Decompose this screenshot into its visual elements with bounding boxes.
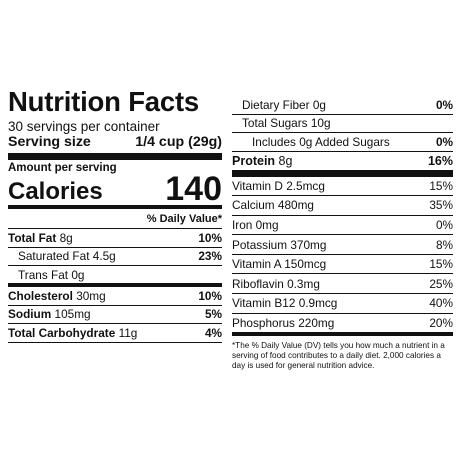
nutrition-right-panel: Dietary Fiber 0g 0% Total Sugars 10g Inc… — [232, 96, 453, 371]
thick-divider — [8, 153, 222, 160]
medium-divider — [8, 205, 222, 209]
vitamin-row-phosphorus: Phosphorus 220mg 20% — [232, 314, 453, 337]
nutrient-amount: 11g — [118, 325, 138, 340]
vitamin-dv: 20% — [429, 315, 453, 330]
nutrient-dv: 0% — [435, 134, 453, 149]
vitamin-row-vitamin-a: Vitamin A 150mcg 15% — [232, 255, 453, 275]
vitamin-dv: 0% — [435, 217, 453, 232]
vitamin-amount: 2.5mcg — [286, 178, 325, 193]
nutrient-amount: 8g — [278, 153, 293, 168]
vitamin-name: Vitamin A — [232, 257, 281, 272]
serving-size-value: 1/4 cup (29g) — [135, 134, 222, 150]
nutrient-row-saturated-fat: Saturated Fat 4.5g 23% — [8, 248, 222, 266]
nutrient-row-cholesterol: Cholesterol 30mg 10% — [8, 287, 222, 306]
serving-size-row: Serving size 1/4 cup (29g) — [8, 134, 222, 151]
vitamin-row-calcium: Calcium 480mg 35% — [232, 196, 453, 216]
vitamin-amount: 220mg — [298, 315, 335, 330]
vitamin-name: Phosphorus — [232, 315, 295, 330]
nutrient-name: Protein — [232, 153, 276, 168]
serving-size-label: Serving size — [8, 134, 91, 150]
nutrient-row-dietary-fiber: Dietary Fiber 0g 0% — [232, 96, 453, 115]
vitamin-name: Vitamin D — [232, 178, 283, 193]
calories-label: Calories — [8, 178, 103, 205]
nutrient-amount: 8g — [59, 230, 73, 245]
nutrient-amount: 0g — [312, 97, 326, 112]
nutrient-dv: 0% — [435, 97, 453, 112]
nutrient-amount: 10g — [310, 116, 331, 131]
nutrient-dv: 10% — [198, 288, 222, 303]
vitamin-dv: 15% — [429, 257, 453, 272]
nutrient-row-total-sugars: Total Sugars 10g — [232, 115, 453, 133]
nutrient-name: Total Fat — [8, 230, 57, 245]
nutrient-row-trans-fat: Trans Fat 0g — [8, 266, 222, 287]
nutrient-dv: 23% — [198, 249, 222, 264]
vitamin-name: Iron — [232, 217, 253, 232]
vitamin-amount: 0mg — [255, 217, 279, 232]
vitamin-row-potassium: Potassium 370mg 8% — [232, 235, 453, 255]
nutrient-row-sodium: Sodium 105mg 5% — [8, 306, 222, 324]
vitamin-amount: 0.9mcg — [298, 296, 338, 311]
vitamin-row-riboflavin: Riboflavin 0.3mg 25% — [232, 274, 453, 295]
daily-value-footnote: *The % Daily Value (DV) tells you how mu… — [232, 341, 445, 371]
vitamin-dv: 25% — [429, 276, 453, 291]
nutrient-row-total-carbohydrate: Total Carbohydrate 11g 4% — [8, 324, 222, 343]
nutrient-dv: 16% — [427, 153, 453, 168]
nutrient-name: Total Sugars — [242, 116, 308, 131]
nutrient-name: Cholesterol — [8, 288, 73, 303]
nutrient-amount: 4.5g — [92, 249, 116, 264]
vitamin-amount: 150mcg — [284, 257, 327, 272]
amount-per-serving: Amount per serving — [8, 162, 117, 174]
vitamin-dv: 35% — [429, 198, 453, 213]
vitamin-row-vitamin-d: Vitamin D 2.5mcg 15% — [232, 177, 453, 197]
nutrition-left-panel: Nutrition Facts 30 servings per containe… — [8, 88, 222, 343]
nutrient-row-protein: Protein 8g 16% — [232, 152, 453, 177]
calories-row: Calories 140 — [8, 170, 222, 208]
nutrient-name: Trans Fat — [18, 267, 69, 282]
nutrition-facts-title: Nutrition Facts — [8, 86, 200, 117]
servings-per-container: 30 servings per container — [8, 119, 160, 134]
vitamin-row-vitamin-b12: Vitamin B12 0.9mcg 40% — [232, 294, 453, 314]
nutrient-name: Total Carbohydrate — [8, 325, 116, 340]
nutrient-amount: 0g — [71, 267, 85, 282]
vitamin-amount: 480mg — [277, 198, 314, 213]
vitamin-amount: 370mg — [290, 237, 327, 252]
calories-value: 140 — [165, 170, 222, 208]
vitamin-name: Calcium — [232, 198, 275, 213]
nutrient-name: Saturated Fat — [18, 249, 90, 264]
vitamin-amount: 0.3mg — [287, 276, 320, 291]
daily-value-header: % Daily Value* — [8, 209, 222, 229]
vitamin-name: Riboflavin — [232, 276, 284, 291]
vitamin-name: Vitamin B12 — [232, 296, 296, 311]
nutrient-dv: 5% — [204, 307, 222, 322]
nutrient-name: Sodium — [8, 307, 52, 322]
nutrient-dv: 4% — [204, 325, 222, 340]
vitamin-dv: 15% — [429, 178, 453, 193]
vitamin-dv: 40% — [429, 296, 453, 311]
nutrient-row-added-sugars: Includes 0g Added Sugars 0% — [232, 133, 453, 152]
vitamins-list: Vitamin D 2.5mcg 15% Calcium 480mg 35% I… — [232, 177, 453, 337]
nutrient-name: Dietary Fiber — [242, 97, 310, 112]
nutrient-dv: 10% — [198, 230, 222, 245]
nutrient-row-total-fat: Total Fat 8g 10% — [8, 229, 222, 248]
nutrient-name: Includes 0g Added Sugars — [252, 134, 390, 149]
vitamin-dv: 8% — [435, 237, 453, 252]
vitamin-row-iron: Iron 0mg 0% — [232, 216, 453, 236]
nutrient-amount: 30mg — [76, 288, 106, 303]
vitamin-name: Potassium — [232, 237, 288, 252]
nutrient-amount: 105mg — [54, 307, 91, 322]
